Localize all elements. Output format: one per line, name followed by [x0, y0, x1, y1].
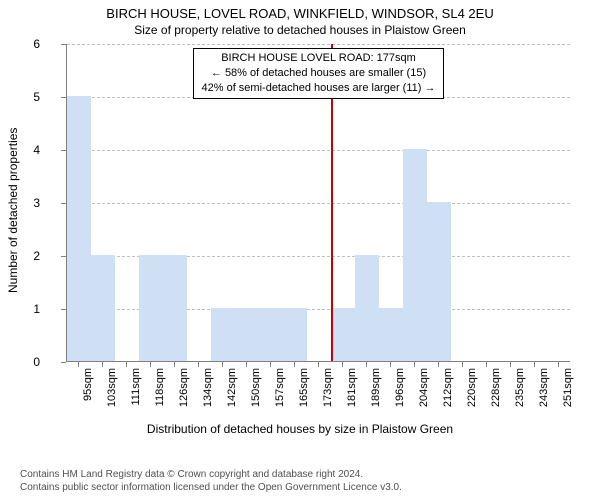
chart-title-main: BIRCH HOUSE, LOVEL ROAD, WINKFIELD, WIND…: [0, 6, 600, 21]
histogram-bar: [427, 202, 451, 361]
histogram-bar: [139, 255, 163, 361]
y-tick-label: 2: [33, 249, 40, 263]
gridline-h: [67, 44, 570, 45]
y-tick-label: 5: [33, 90, 40, 104]
plot-region: BIRCH HOUSE LOVEL ROAD: 177sqm ← 58% of …: [66, 44, 570, 362]
x-tick-label: 243sqm: [538, 368, 550, 407]
x-tick-mark: [486, 362, 487, 367]
marker-annotation-box: BIRCH HOUSE LOVEL ROAD: 177sqm ← 58% of …: [193, 48, 445, 99]
x-tick-mark: [294, 362, 295, 367]
gridline-h: [67, 150, 570, 151]
x-tick-mark: [342, 362, 343, 367]
gridline-h: [67, 203, 570, 204]
x-tick-mark: [246, 362, 247, 367]
x-tick-mark: [390, 362, 391, 367]
histogram-bar: [91, 255, 115, 361]
x-tick-mark: [438, 362, 439, 367]
x-tick-mark: [198, 362, 199, 367]
x-tick-label: 118sqm: [154, 368, 166, 406]
footer-line-1: Contains HM Land Registry data © Crown c…: [20, 468, 402, 481]
x-tick-label: 235sqm: [514, 368, 526, 407]
chart-title-sub: Size of property relative to detached ho…: [0, 23, 600, 37]
x-tick-label: 173sqm: [322, 368, 334, 407]
chart-title-block: BIRCH HOUSE, LOVEL ROAD, WINKFIELD, WIND…: [0, 0, 600, 37]
y-tick-label: 6: [33, 37, 40, 51]
x-tick-mark: [414, 362, 415, 367]
y-axis-title: Number of detached properties: [6, 128, 20, 293]
annot-line-2: ← 58% of detached houses are smaller (15…: [202, 66, 436, 81]
x-tick-mark: [318, 362, 319, 367]
histogram-bar: [403, 149, 427, 361]
x-tick-mark: [462, 362, 463, 367]
y-tick-label: 1: [33, 302, 40, 316]
x-tick-label: 157sqm: [274, 368, 286, 407]
x-tick-mark: [222, 362, 223, 367]
x-tick-mark: [366, 362, 367, 367]
x-tick-label: 212sqm: [442, 368, 454, 407]
x-tick-mark: [558, 362, 559, 367]
chart-footer: Contains HM Land Registry data © Crown c…: [20, 468, 402, 494]
annot-line-1: BIRCH HOUSE LOVEL ROAD: 177sqm: [202, 51, 436, 66]
x-tick-mark: [102, 362, 103, 367]
x-tick-label: 142sqm: [226, 368, 238, 407]
x-tick-mark: [534, 362, 535, 367]
x-tick-label: 95sqm: [82, 368, 94, 401]
footer-line-2: Contains public sector information licen…: [20, 481, 402, 494]
histogram-bar: [331, 308, 355, 361]
y-tick-mark: [61, 362, 66, 363]
x-tick-label: 251sqm: [562, 368, 574, 407]
x-tick-label: 181sqm: [346, 368, 358, 407]
x-tick-label: 204sqm: [418, 368, 430, 407]
y-tick-label: 3: [33, 196, 40, 210]
x-tick-label: 220sqm: [466, 368, 478, 407]
x-tick-label: 103sqm: [106, 368, 118, 407]
x-tick-label: 134sqm: [202, 368, 214, 407]
histogram-bar: [235, 308, 259, 361]
x-axis-title: Distribution of detached houses by size …: [0, 422, 600, 436]
x-tick-label: 196sqm: [394, 368, 406, 407]
x-tick-label: 150sqm: [250, 368, 262, 407]
x-tick-mark: [78, 362, 79, 367]
histogram-bar: [163, 255, 187, 361]
y-tick-label: 0: [33, 355, 40, 369]
histogram-bar: [355, 255, 379, 361]
x-tick-mark: [126, 362, 127, 367]
x-tick-label: 165sqm: [298, 368, 310, 407]
annot-line-3: 42% of semi-detached houses are larger (…: [202, 81, 436, 96]
x-tick-label: 228sqm: [490, 368, 502, 407]
x-tick-mark: [150, 362, 151, 367]
x-tick-label: 126sqm: [178, 368, 190, 407]
histogram-bar: [283, 308, 307, 361]
y-tick-label: 4: [33, 143, 40, 157]
x-tick-mark: [270, 362, 271, 367]
histogram-bar: [67, 96, 91, 361]
histogram-bar: [211, 308, 235, 361]
x-tick-label: 189sqm: [370, 368, 382, 407]
x-tick-label: 111sqm: [130, 368, 142, 406]
x-tick-mark: [174, 362, 175, 367]
x-tick-mark: [510, 362, 511, 367]
histogram-bar: [259, 308, 283, 361]
histogram-bar: [379, 308, 403, 361]
